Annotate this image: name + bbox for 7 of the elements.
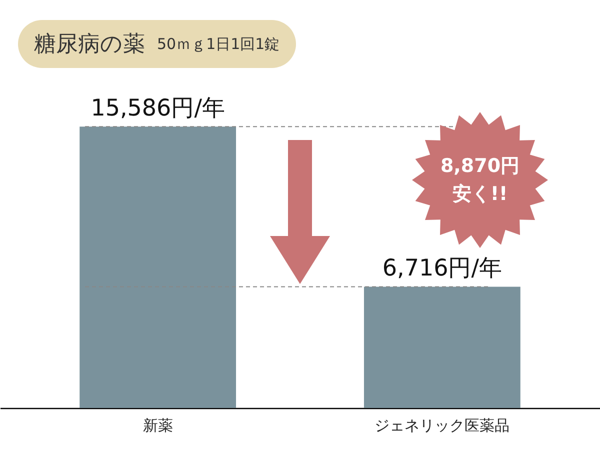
x-tick-label: 新薬	[142, 416, 173, 434]
x-tick-label: ジェネリック医薬品	[374, 416, 510, 434]
data-label: 6,716円/年	[382, 256, 502, 282]
annotation: 8,870円安く!!	[439, 154, 521, 207]
chart-title: 糖尿病の薬	[34, 31, 145, 59]
chart-subtitle: 50ｍｇ1日1回1錠	[157, 34, 280, 54]
data-label: 15,586円/年	[90, 96, 225, 122]
